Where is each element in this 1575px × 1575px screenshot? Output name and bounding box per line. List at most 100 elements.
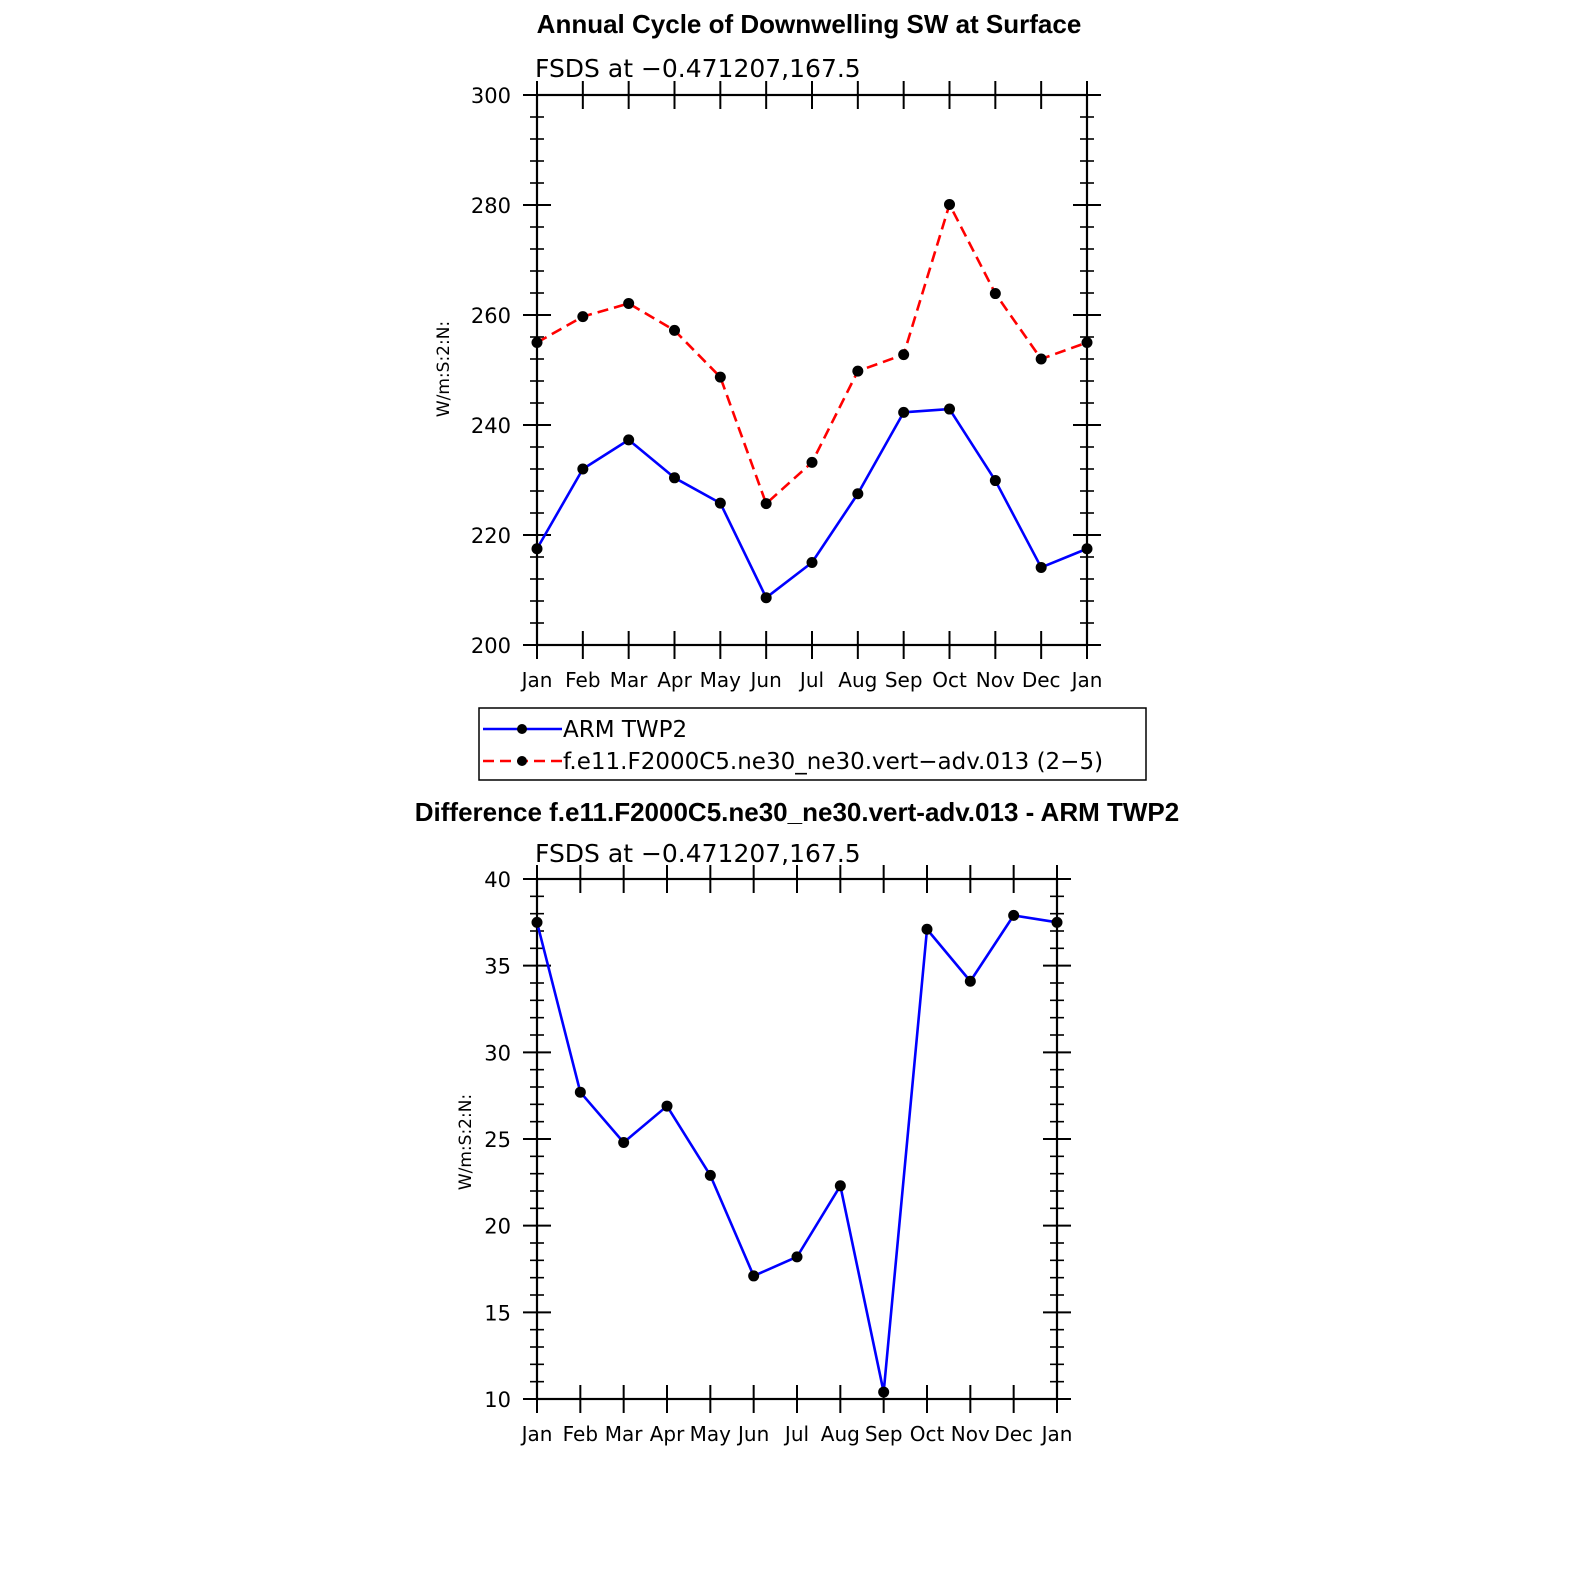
x-tick-label: Jan: [1070, 668, 1103, 692]
legend-label: f.e11.F2000C5.ne30_ne30.vert−adv.013 (2−…: [563, 749, 1103, 775]
data-point: [661, 1100, 673, 1112]
y-axis-label: W/m:S:2:N:: [434, 321, 454, 417]
data-point: [898, 406, 910, 418]
data-point: [834, 1180, 846, 1192]
data-point: [531, 337, 543, 348]
x-tick-label: Mar: [610, 668, 649, 692]
data-point: [806, 456, 818, 468]
x-tick-label: Mar: [605, 1422, 644, 1446]
chart-subtitle: FSDS at −0.471207,167.5: [535, 839, 861, 868]
x-tick-label: Jul: [798, 668, 824, 692]
data-point: [704, 1169, 716, 1181]
data-point: [669, 472, 680, 484]
y-tick-label: 10: [484, 1388, 511, 1412]
axes: 200 220 240 260 280 300 Jan Feb Mar Apr May Jun Jul A…: [471, 81, 1103, 692]
x-tick-label: Dec: [1022, 668, 1061, 692]
data-point: [944, 198, 955, 210]
x-tick-label: Apr: [657, 668, 692, 692]
data-point: [878, 1386, 890, 1398]
data-point: [577, 463, 589, 475]
y-tick-label: 280: [471, 194, 511, 218]
series-line-0: [535, 407, 1088, 600]
y-tick-label: 30: [484, 1041, 511, 1065]
annual-cycle-chart: Annual Cycle of Downwelling SW at Surfac…: [434, 9, 1102, 692]
data-point: [1081, 543, 1093, 555]
data-point: [806, 557, 818, 568]
data-point: [577, 311, 589, 323]
x-tick-label: Jan: [520, 1422, 553, 1446]
data-point: [852, 365, 864, 377]
x-tick-label: Jan: [1040, 1422, 1073, 1446]
data-point: [1081, 337, 1093, 348]
data-point: [623, 434, 635, 446]
data-point: [574, 1086, 586, 1098]
y-tick-label: 20: [484, 1215, 511, 1239]
data-point: [531, 916, 543, 928]
data-point: [714, 497, 726, 509]
y-tick-label: 35: [484, 955, 511, 979]
data-point: [1051, 916, 1063, 928]
data-point: [748, 1270, 760, 1282]
x-tick-label: Dec: [994, 1422, 1033, 1446]
data-point: [1008, 909, 1020, 921]
chart-title: Annual Cycle of Downwelling SW at Surfac…: [537, 9, 1082, 39]
data-point: [898, 349, 910, 361]
x-tick-label: Oct: [910, 1422, 945, 1446]
data-point: [531, 543, 543, 555]
x-tick-label: Jan: [520, 668, 553, 692]
series-group: [531, 909, 1063, 1398]
x-tick-label: Aug: [838, 668, 877, 692]
x-tick-label: Jun: [736, 1422, 769, 1446]
data-point: [791, 1251, 803, 1263]
legend-entry-arm-twp2: ARM TWP2: [483, 717, 687, 743]
data-point: [669, 324, 680, 336]
x-tick-label: Jul: [783, 1422, 809, 1446]
data-point: [964, 975, 976, 987]
series-group: [531, 198, 1093, 604]
data-point: [921, 923, 933, 935]
difference-chart: Difference f.e11.F2000C5.ne30_ne30.vert-…: [415, 797, 1179, 1446]
x-tick-label: Sep: [865, 1422, 903, 1446]
x-tick-label: Aug: [821, 1422, 860, 1446]
chart-title: Difference f.e11.F2000C5.ne30_ne30.vert-…: [415, 797, 1179, 827]
x-tick-label: Feb: [565, 668, 600, 692]
y-tick-label: 260: [471, 304, 511, 328]
x-tick-label: Apr: [650, 1422, 685, 1446]
y-tick-label: 25: [484, 1128, 511, 1152]
legend-box: [478, 707, 1147, 781]
data-point: [989, 475, 1001, 487]
y-tick-label: 15: [484, 1301, 511, 1325]
x-tick-label: Nov: [951, 1422, 990, 1446]
data-point: [1035, 561, 1047, 573]
x-tick-label: Feb: [563, 1422, 598, 1446]
legend-label: ARM TWP2: [563, 717, 687, 743]
legend: ARM TWP2 f.e11.F2000C5.ne30_ne30.vert−ad…: [478, 707, 1147, 781]
y-tick-label: 40: [484, 868, 511, 892]
x-tick-label: Jun: [749, 668, 782, 692]
x-tick-label: Sep: [885, 668, 923, 692]
legend-marker: [517, 724, 527, 734]
x-tick-label: May: [700, 668, 742, 692]
data-point: [1035, 353, 1047, 365]
data-point: [760, 592, 772, 604]
y-tick-label: 240: [471, 414, 511, 438]
data-point: [714, 371, 726, 383]
chart-subtitle: FSDS at −0.471207,167.5: [535, 54, 861, 83]
plot-frame: [535, 877, 1059, 1401]
data-point: [944, 403, 955, 415]
x-tick-label: Nov: [976, 668, 1015, 692]
y-axis-label: W/m:S:2:N:: [456, 1094, 476, 1190]
data-point: [618, 1136, 630, 1148]
axes: 10 15 20 25 30 35 40 Jan Feb Mar Apr May Jun Jul Aug Se…: [484, 865, 1072, 1446]
data-point: [623, 297, 635, 309]
y-tick-label: 200: [471, 634, 511, 658]
data-point: [760, 498, 772, 510]
series-line-0: [535, 914, 1058, 1394]
y-tick-label: 220: [471, 524, 511, 548]
legend-entry-model: f.e11.F2000C5.ne30_ne30.vert−adv.013 (2−…: [483, 749, 1103, 775]
x-tick-label: May: [690, 1422, 732, 1446]
x-tick-label: Oct: [932, 668, 967, 692]
data-point: [852, 488, 864, 500]
data-point: [989, 288, 1001, 300]
